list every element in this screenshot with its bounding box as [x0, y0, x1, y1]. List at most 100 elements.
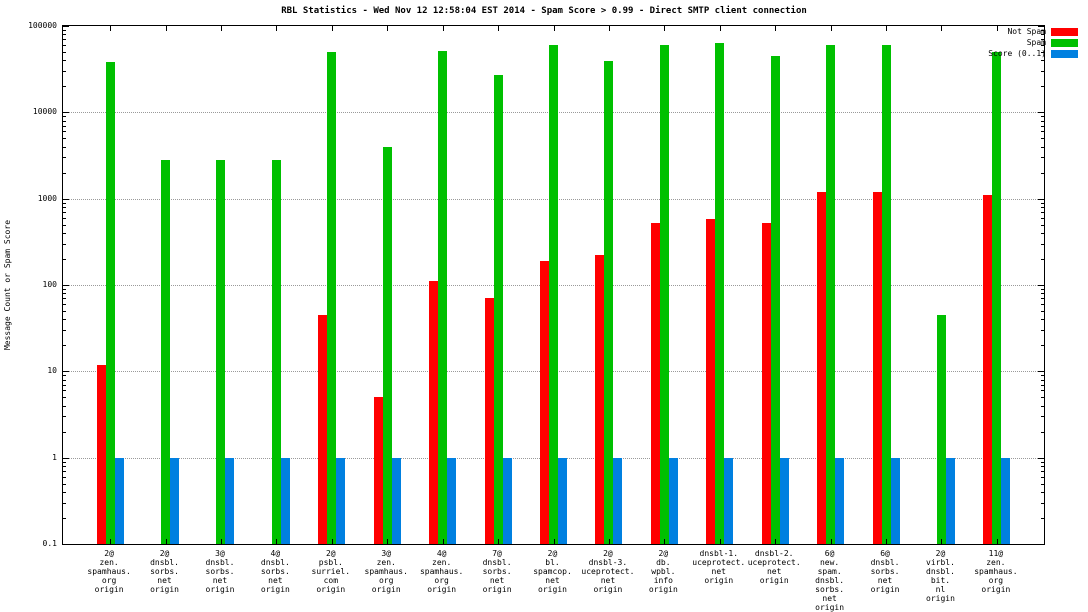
- y-minor-tick: [63, 138, 66, 140]
- y-minor-tick: [63, 416, 66, 418]
- x-label-line: origin: [759, 576, 789, 585]
- x-tick-bottom-16: [996, 539, 998, 544]
- y-minor-tick: [1041, 345, 1044, 347]
- y-minor-tick: [63, 492, 66, 494]
- x-label-line: org: [378, 576, 394, 585]
- x-label-line: origin: [316, 585, 346, 594]
- x-label-3: 4@ dnsbl. sorbs. net origin: [230, 549, 320, 594]
- x-tick-top-1: [165, 26, 167, 31]
- bar-spam-4: [327, 52, 337, 544]
- y-minor-tick: [63, 51, 66, 53]
- x-label-15: 2@ virbl. dnsbl. bit. nl origin: [895, 549, 985, 603]
- plot-area: [62, 25, 1045, 545]
- x-tick-bottom-8: [553, 539, 555, 544]
- x-label-line: dnsbl.: [815, 576, 845, 585]
- bar-spam-12: [770, 55, 780, 544]
- y-minor-tick: [63, 259, 66, 260]
- x-tick-top-8: [553, 26, 555, 31]
- y-minor-tick: [63, 461, 66, 463]
- bar-not-spam-16: [983, 195, 993, 544]
- legend-row-0: Not Spam: [988, 26, 1078, 37]
- bar-spam-6: [438, 50, 448, 544]
- y-minor-tick: [1041, 483, 1044, 485]
- y-minor-tick: [63, 202, 66, 204]
- x-label-line: net: [711, 567, 726, 576]
- x-label-line: surriel.: [311, 567, 351, 576]
- bar-spam-0: [105, 62, 115, 544]
- y-major-tick: [63, 26, 69, 27]
- x-label-line: com: [323, 576, 339, 585]
- x-label-line: dnsbl.: [260, 558, 290, 567]
- x-label-line: 7@: [492, 549, 502, 558]
- y-minor-tick: [63, 86, 66, 88]
- x-label-line: 11@: [988, 549, 1004, 558]
- y-minor-tick: [1041, 172, 1044, 174]
- legend-row-1: Spam: [988, 37, 1078, 48]
- y-minor-tick: [63, 39, 66, 41]
- x-label-line: origin: [482, 585, 512, 594]
- x-label-line: uceprotect.: [747, 558, 801, 567]
- x-tick-top-0: [110, 26, 112, 31]
- x-tick-top-10: [664, 26, 666, 31]
- bar-spam-2: [216, 160, 226, 544]
- x-label-line: origin: [593, 585, 623, 594]
- bar-score-0-1--15: [945, 457, 955, 544]
- x-label-line: origin: [538, 585, 567, 594]
- x-tick-bottom-4: [331, 539, 333, 544]
- y-major-tick: [63, 457, 69, 459]
- y-minor-tick: [63, 116, 66, 118]
- y-minor-tick: [63, 120, 66, 122]
- x-label-line: wpbl.: [651, 567, 676, 576]
- x-label-line: 4@: [270, 549, 281, 558]
- y-minor-tick: [1041, 120, 1044, 122]
- legend-swatch-2: [1051, 49, 1078, 58]
- y-minor-tick: [63, 319, 66, 321]
- y-minor-tick: [63, 212, 66, 214]
- y-minor-tick: [1041, 51, 1044, 53]
- bar-score-0-1--4: [336, 457, 346, 544]
- x-label-line: net: [212, 576, 228, 585]
- y-minor-tick: [1041, 125, 1044, 127]
- x-label-line: 2@: [325, 549, 336, 558]
- y-minor-tick: [63, 390, 66, 392]
- x-label-line: org: [434, 576, 449, 585]
- x-tick-bottom-11: [719, 539, 721, 544]
- y-tick-label-10: 10: [47, 366, 57, 376]
- bar-spam-10: [659, 45, 669, 544]
- x-tick-bottom-5: [387, 539, 389, 544]
- x-tick-bottom-0: [110, 539, 112, 544]
- x-label-14: 6@ dnsbl. sorbs. net origin: [840, 549, 930, 594]
- x-label-line: dnsbl.: [150, 558, 179, 567]
- y-major-tick: [1038, 285, 1044, 286]
- x-tick-bottom-6: [442, 539, 444, 544]
- bar-score-0-1--3: [280, 457, 290, 544]
- bar-score-0-1--8: [558, 457, 567, 544]
- x-tick-top-7: [498, 26, 500, 31]
- y-minor-tick: [1041, 405, 1044, 407]
- y-minor-tick: [1041, 45, 1044, 47]
- y-minor-tick: [63, 476, 66, 478]
- y-minor-tick: [63, 345, 66, 347]
- x-label-line: new.: [819, 558, 840, 567]
- x-label-line: sorbs.: [150, 567, 179, 576]
- y-minor-tick: [63, 375, 66, 377]
- bar-score-0-1--6: [447, 457, 457, 544]
- x-label-line: sorbs.: [260, 567, 290, 576]
- x-label-line: sorbs.: [870, 567, 900, 576]
- x-label-7: 7@ dnsbl. sorbs. net origin: [452, 549, 542, 594]
- x-tick-top-2: [220, 26, 222, 31]
- x-label-line: origin: [260, 585, 290, 594]
- y-minor-tick: [1041, 375, 1044, 377]
- y-minor-tick: [1041, 310, 1044, 312]
- x-label-line: sorbs.: [482, 567, 512, 576]
- y-tick-label-10000: 10000: [32, 107, 57, 117]
- x-label-line: dnsbl.: [870, 558, 900, 567]
- y-minor-tick: [63, 471, 66, 473]
- x-label-0: 2@ zen. spamhaus. org origin: [64, 549, 154, 594]
- x-label-line: sorbs.: [205, 567, 235, 576]
- bar-score-0-1--1: [170, 457, 180, 544]
- y-major-tick: [1038, 26, 1044, 27]
- y-minor-tick: [63, 34, 66, 36]
- x-tick-bottom-14: [886, 539, 888, 544]
